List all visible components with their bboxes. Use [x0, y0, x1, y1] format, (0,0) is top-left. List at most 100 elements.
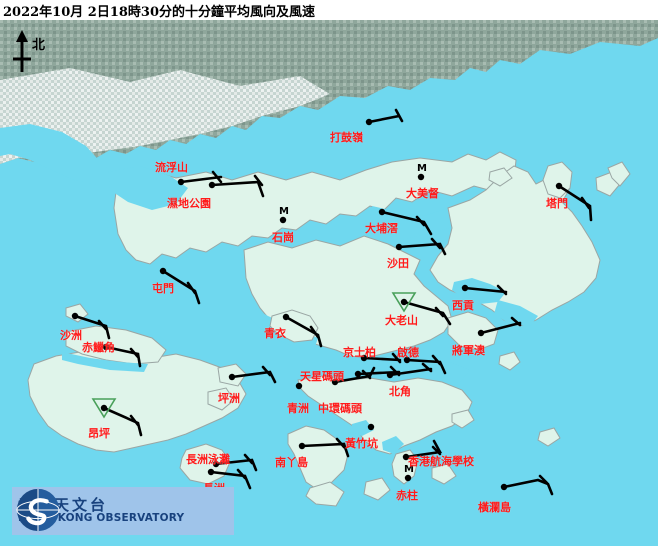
station-marker-dot: [102, 343, 110, 351]
station-label[interactable]: 石崗: [272, 231, 294, 244]
station-marker-dot: [378, 208, 386, 216]
station-label[interactable]: 將軍澳: [452, 344, 485, 357]
station-marker-dot: [404, 474, 412, 482]
station-label[interactable]: 青洲: [287, 402, 309, 415]
wind-barb: [209, 468, 252, 490]
station-label[interactable]: 大老山: [385, 314, 418, 327]
hko-seal-icon: [16, 488, 60, 532]
tsing-yi-island: [269, 309, 319, 343]
station-label[interactable]: 啟德: [397, 346, 419, 359]
station-marker-dot: [282, 313, 290, 321]
po-toi-island: [363, 477, 391, 501]
station-marker-dot: [555, 182, 563, 190]
deep-bay-water: [108, 166, 188, 210]
station-marker-dot: [279, 216, 287, 224]
ne-crescent-islet: [607, 161, 631, 187]
port-shelter-water: [494, 300, 538, 326]
station-marker-dot: [71, 312, 79, 320]
station-marker-dot: [208, 181, 216, 189]
wind-barb: [333, 366, 376, 384]
station-label[interactable]: 沙田: [387, 257, 409, 270]
station-marker-dot: [400, 298, 408, 306]
station-label[interactable]: 香港航海學校: [408, 455, 474, 468]
wind-barb: [380, 210, 433, 236]
title-bar: 2022年10月 2日18時30分的十分鐘平均風向及風速: [0, 0, 658, 20]
ninepin-group: [498, 351, 521, 371]
station-marker-dot: [177, 178, 185, 186]
wind-barb: [161, 269, 201, 305]
wind-barb: [362, 352, 402, 364]
station-marker-dot: [395, 243, 403, 251]
station-label[interactable]: 大埔滘: [365, 222, 398, 235]
station-label[interactable]: 天星碼頭: [300, 370, 344, 383]
wind-barb: [402, 300, 452, 326]
station-label[interactable]: 北角: [389, 385, 411, 398]
wind-barb: [73, 314, 111, 340]
hong-kong-island: [297, 375, 473, 455]
station-marker-dot: [360, 354, 368, 362]
aberdeen-channel: [352, 420, 374, 436]
station-label[interactable]: 沙洲: [60, 329, 82, 342]
station-marker-dot: [100, 404, 108, 412]
station-label[interactable]: 大美督: [406, 187, 439, 200]
station-marker-dot: [367, 423, 375, 431]
maintenance-marker-m: M: [417, 163, 427, 174]
hei-ling-chau: [207, 387, 235, 411]
station-marker-dot: [500, 483, 508, 491]
chek-lap-kok-airport: [65, 325, 167, 365]
station-label[interactable]: 南丫島: [275, 456, 308, 469]
station-label[interactable]: 赤鱲角: [82, 341, 115, 354]
hko-name-en: HONG KONG OBSERVATORY: [18, 512, 185, 525]
station-label[interactable]: 京士柏: [343, 346, 376, 359]
maintenance-marker-m: M: [404, 464, 414, 475]
station-marker-dot: [365, 118, 373, 126]
wind-barb: [388, 362, 433, 377]
station-label[interactable]: 屯門: [152, 282, 174, 295]
station-label[interactable]: 塔門: [546, 197, 568, 210]
station-marker-dot: [212, 460, 220, 468]
wind-barb: [300, 437, 350, 458]
tseung-kwan-o: [447, 311, 499, 351]
station-marker-dot: [295, 382, 303, 390]
wind-barb: [214, 453, 258, 472]
station-marker-dot: [228, 373, 236, 381]
wind-barb: [230, 365, 277, 384]
shenzhen-bay-inlet: [0, 124, 120, 186]
station-marker-triangle: [391, 292, 417, 313]
station-marker-dot: [207, 468, 215, 476]
station-label[interactable]: 赤柱: [396, 489, 418, 502]
station-label[interactable]: 濕地公園: [167, 197, 211, 210]
station-label[interactable]: 中環碼頭: [318, 402, 362, 415]
new-territories-northwest: [113, 151, 517, 265]
lamma-island: [287, 425, 349, 491]
wind-barb: [502, 474, 554, 496]
mainland-urban-zone: [0, 68, 330, 164]
station-marker-dot: [159, 267, 167, 275]
tung-lung-chau: [451, 409, 475, 429]
station-label[interactable]: 長洲泳灘: [186, 453, 230, 466]
station-marker-triangle: [91, 398, 117, 419]
station-label[interactable]: 橫瀾島: [478, 501, 511, 514]
wind-barb: [463, 284, 508, 296]
station-marker-dot: [298, 442, 306, 450]
wind-barb: [557, 184, 593, 222]
wind-barb: [102, 406, 143, 437]
sai-kung-inner-bays: [452, 278, 506, 304]
plover-cove-islets: [488, 167, 513, 187]
station-label[interactable]: 昂坪: [88, 427, 110, 440]
station-label[interactable]: 流浮山: [155, 161, 188, 174]
station-label[interactable]: 黃竹坑: [345, 437, 378, 450]
station-label[interactable]: 坪洲: [218, 392, 240, 405]
se-outer-islet: [537, 427, 561, 447]
station-marker-dot: [477, 329, 485, 337]
wind-barb: [479, 316, 522, 335]
repulse-bay-notch: [382, 436, 404, 454]
station-label[interactable]: 西貢: [452, 299, 474, 312]
north-arrow-icon: 北: [6, 28, 64, 78]
station-marker-dot: [417, 173, 425, 181]
wind-barb: [397, 237, 447, 256]
page-title: 2022年10月 2日18時30分的十分鐘平均風向及風速: [3, 4, 316, 20]
station-label[interactable]: 打鼓嶺: [330, 131, 363, 144]
wind-barb: [210, 174, 265, 198]
station-label[interactable]: 青衣: [264, 327, 286, 340]
